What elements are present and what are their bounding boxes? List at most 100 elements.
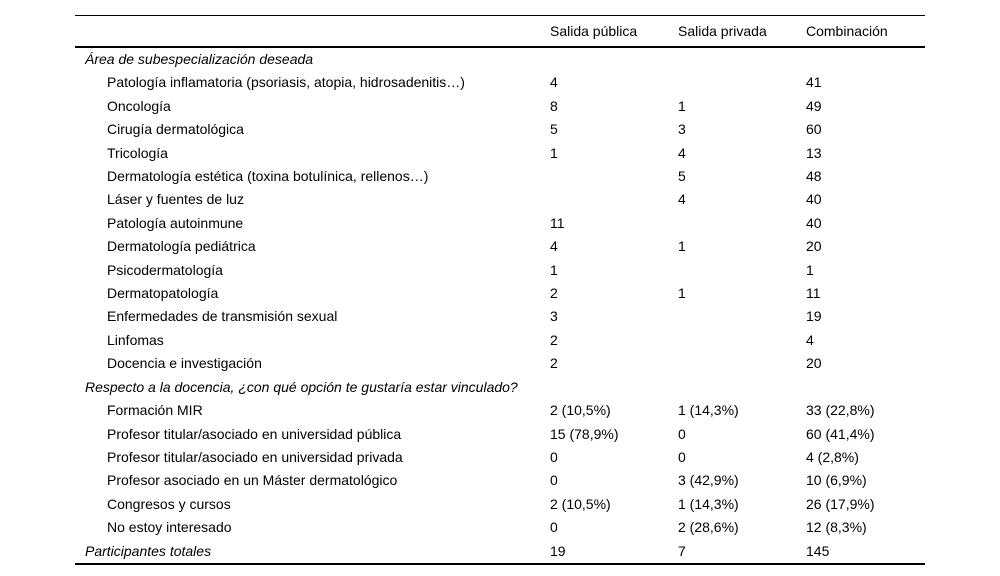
table-row: Profesor asociado en un Máster dermatoló…: [75, 469, 925, 492]
table-row: Dermatopatología 2 1 11: [75, 282, 925, 305]
section-title-docencia: Respecto a la docencia, ¿con qué opción …: [85, 378, 518, 395]
corner-cell: [75, 15, 550, 48]
row-label: Dermatopatología: [107, 285, 219, 302]
table-row: Linfomas 2 4: [75, 329, 925, 352]
row-label: Profesor titular/asociado en universidad…: [107, 448, 403, 465]
table-row: Patología autoinmune 11 40: [75, 212, 925, 235]
cell-salida-publica: 4: [550, 238, 558, 255]
cell-salida-privada: 1: [678, 285, 686, 302]
cell-combinacion: 40: [806, 191, 822, 208]
cell-salida-publica: 5: [550, 121, 558, 138]
cell-salida-privada: [678, 212, 806, 235]
row-label: Profesor asociado en un Máster dermatoló…: [107, 472, 398, 489]
table-row: Enfermedades de transmisión sexual 3 19: [75, 305, 925, 328]
section-title-subespecializacion: Área de subespecialización deseada: [85, 51, 314, 67]
cell-combinacion: 49: [806, 97, 822, 114]
section-header-row: Área de subespecialización deseada: [75, 47, 925, 71]
cell-salida-publica: 8: [550, 97, 558, 114]
table-row: Dermatología estética (toxina botulínica…: [75, 165, 925, 188]
table-row: Cirugía dermatológica 5 3 60: [75, 118, 925, 141]
table-row: Patología inflamatoria (psoriasis, atopi…: [75, 71, 925, 94]
col-header-combinacion: Combinación: [806, 15, 925, 48]
cell-combinacion: 41: [806, 74, 822, 91]
total-salida-publica: 19: [550, 539, 678, 565]
survey-results-table: Salida pública Salida privada Combinació…: [75, 15, 925, 565]
cell-salida-publica: 2 (10,5%): [550, 402, 611, 419]
row-label: Linfomas: [107, 331, 164, 348]
cell-salida-privada: [678, 71, 806, 94]
table-row: Oncología 8 1 49: [75, 95, 925, 118]
row-label: Oncología: [107, 97, 171, 114]
row-label: Congresos y cursos: [107, 495, 231, 512]
cell-salida-publica: 1: [550, 261, 558, 278]
totals-label: Participantes totales: [75, 539, 550, 565]
cell-salida-publica: 3: [550, 308, 558, 325]
cell-salida-privada: 5: [678, 168, 686, 185]
cell-salida-publica: 0: [550, 448, 558, 465]
row-label: Tricología: [107, 144, 168, 161]
cell-salida-privada: 4: [678, 144, 686, 161]
cell-salida-privada: 3 (42,9%): [678, 472, 739, 489]
cell-salida-privada: 0: [678, 448, 686, 465]
row-label: Formación MIR: [107, 402, 203, 419]
cell-combinacion: 40: [806, 214, 822, 231]
cell-salida-privada: 2 (28,6%): [678, 519, 739, 536]
table-row: Profesor titular/asociado en universidad…: [75, 446, 925, 469]
cell-salida-publica: 2 (10,5%): [550, 495, 611, 512]
cell-salida-privada: [678, 352, 806, 375]
cell-combinacion: 26 (17,9%): [806, 495, 875, 512]
table-row: Docencia e investigación 2 20: [75, 352, 925, 375]
cell-combinacion: 60: [806, 121, 822, 138]
cell-salida-publica: 11: [550, 214, 565, 231]
row-label: Láser y fuentes de luz: [107, 191, 244, 208]
cell-salida-publica: 4: [550, 74, 558, 91]
row-label: Docencia e investigación: [107, 355, 262, 372]
table-row: Psicodermatología 1 1: [75, 259, 925, 282]
cell-salida-privada: [678, 329, 806, 352]
cell-salida-publica: 2: [550, 355, 558, 372]
table-row: Congresos y cursos 2 (10,5%) 1 (14,3%) 2…: [75, 493, 925, 516]
row-label: Patología autoinmune: [107, 214, 244, 231]
cell-combinacion: 10 (6,9%): [806, 472, 867, 489]
cell-combinacion: 48: [806, 168, 822, 185]
cell-salida-publica: 1: [550, 144, 558, 161]
cell-salida-publica: [550, 165, 678, 188]
table-row: Dermatología pediátrica 4 1 20: [75, 235, 925, 258]
totals-row: Participantes totales 19 7 145: [75, 539, 925, 565]
cell-salida-publica: 0: [550, 472, 558, 489]
cell-salida-privada: [678, 259, 806, 282]
cell-combinacion: 19: [806, 308, 822, 325]
col-header-salida-publica: Salida pública: [550, 15, 678, 48]
cell-salida-publica: 2: [550, 331, 558, 348]
table-row: Formación MIR 2 (10,5%) 1 (14,3%) 33 (22…: [75, 399, 925, 422]
cell-salida-publica: 15 (78,9%): [550, 425, 619, 442]
cell-combinacion: 1: [806, 261, 814, 278]
cell-combinacion: 11: [806, 285, 821, 302]
cell-combinacion: 20: [806, 238, 822, 255]
table-row: No estoy interesado 0 2 (28,6%) 12 (8,3%…: [75, 516, 925, 539]
cell-combinacion: 4: [806, 331, 814, 348]
header-row: Salida pública Salida privada Combinació…: [75, 15, 925, 48]
cell-salida-privada: [678, 305, 806, 328]
cell-combinacion: 20: [806, 355, 822, 372]
cell-salida-privada: 1: [678, 97, 686, 114]
row-label: Dermatología pediátrica: [107, 238, 256, 255]
total-salida-privada: 7: [678, 539, 806, 565]
cell-salida-publica: [550, 188, 678, 211]
row-label: Psicodermatología: [107, 261, 223, 278]
row-label: Enfermedades de transmisión sexual: [107, 308, 338, 325]
table-row: Profesor titular/asociado en universidad…: [75, 423, 925, 446]
cell-combinacion: 33 (22,8%): [806, 402, 875, 419]
cell-salida-privada: 1: [678, 238, 686, 255]
cell-salida-privada: 0: [678, 425, 686, 442]
table-row: Tricología 1 4 13: [75, 142, 925, 165]
cell-salida-privada: 4: [678, 191, 686, 208]
col-header-salida-privada: Salida privada: [678, 15, 806, 48]
cell-combinacion: 13: [806, 144, 822, 161]
row-label: Cirugía dermatológica: [107, 121, 244, 138]
cell-salida-publica: 0: [550, 519, 558, 536]
cell-salida-privada: 1 (14,3%): [678, 402, 739, 419]
row-label: Dermatología estética (toxina botulínica…: [107, 168, 429, 185]
cell-combinacion: 4 (2,8%): [806, 448, 859, 465]
